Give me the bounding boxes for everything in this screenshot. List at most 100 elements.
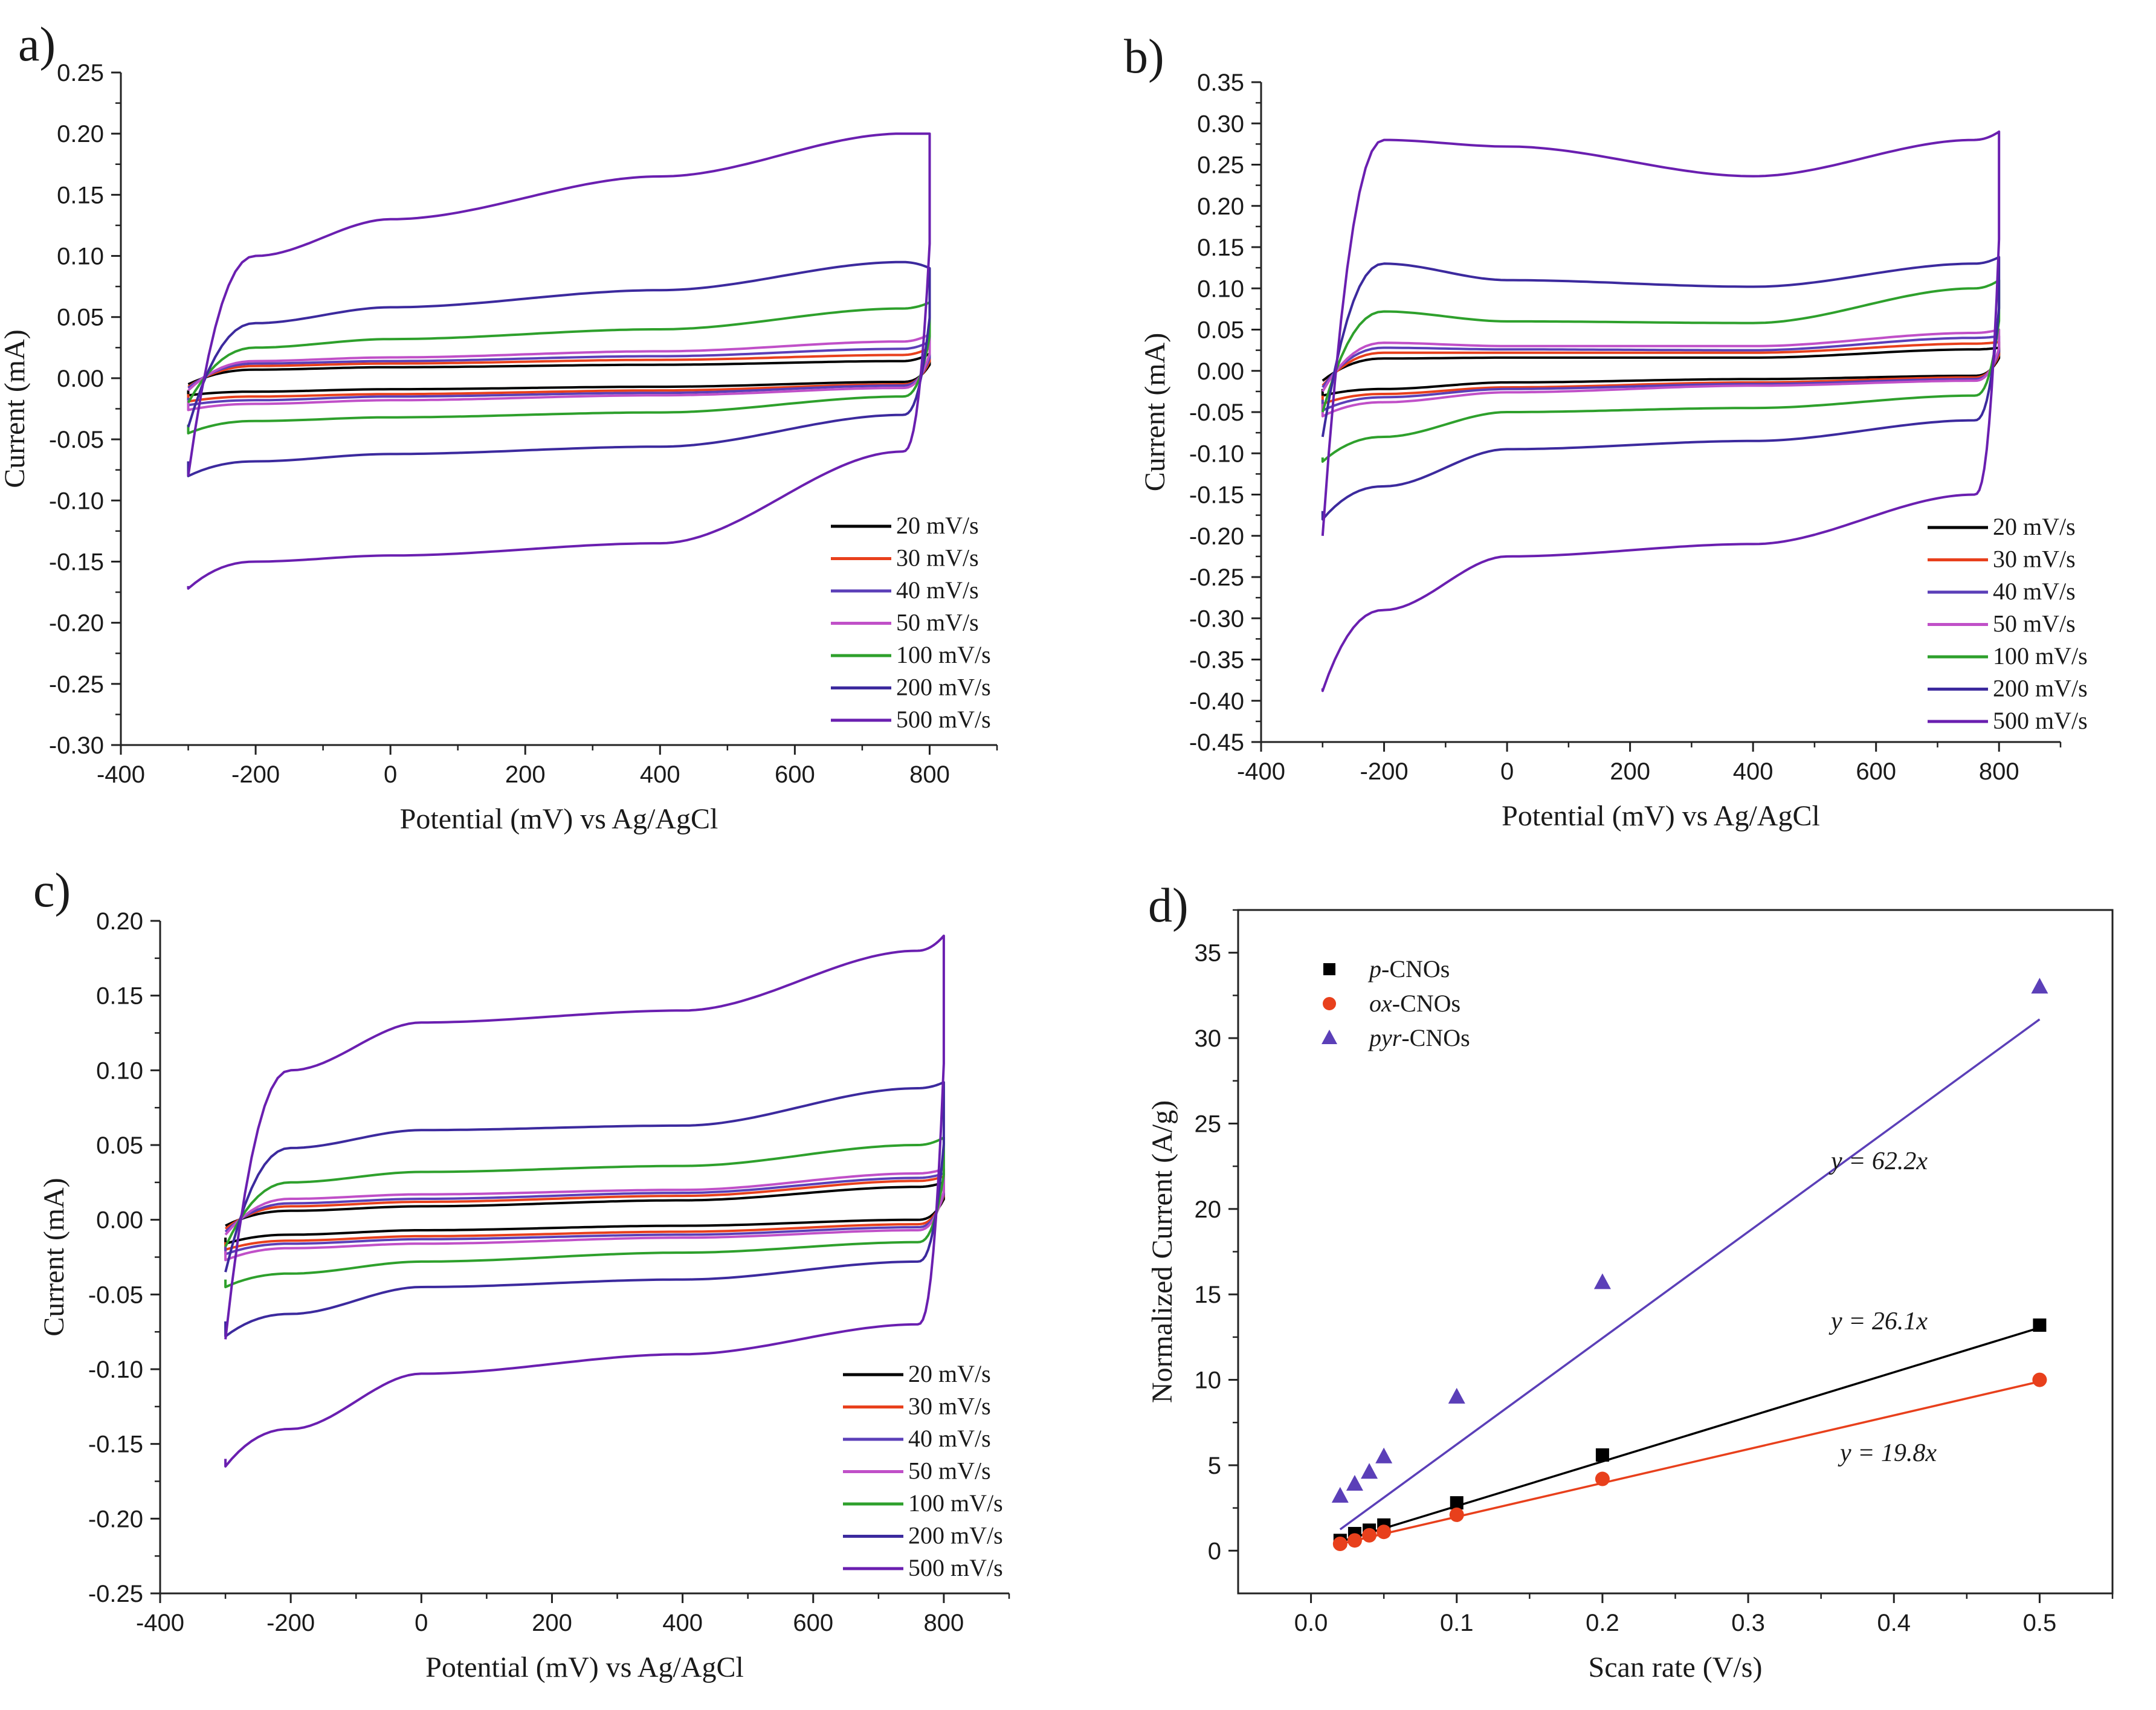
panel-label: b)	[1124, 30, 1164, 83]
x-tick-label: 0.3	[1731, 1610, 1765, 1636]
legend-label: ox-CNOs	[1369, 990, 1460, 1017]
x-tick-label: -400	[1237, 758, 1285, 785]
data-point	[1362, 1528, 1377, 1543]
legend-marker	[1322, 1030, 1337, 1044]
legend-label: 50 mV/s	[908, 1457, 991, 1485]
y-tick-label: 0.20	[1197, 193, 1244, 220]
y-tick-label: -0.20	[88, 1506, 143, 1532]
cv-curve-20-mvs	[187, 352, 931, 397]
legend-label: 100 mV/s	[1993, 642, 2088, 669]
cv-curve-40-mvs	[187, 340, 931, 407]
legend-label: 500 mV/s	[896, 706, 991, 733]
x-axis-title: Potential (mV) vs Ag/AgCl	[425, 1651, 744, 1683]
legend-label-suffix: -CNOs	[1401, 1024, 1470, 1051]
y-tick-label: 0.10	[96, 1057, 143, 1084]
y-tick-label: -0.10	[49, 488, 104, 514]
x-axis-title: Potential (mV) vs Ag/AgCl	[1502, 800, 1820, 832]
cv-curve-50-mvs	[1321, 328, 2001, 418]
data-point	[1346, 1475, 1363, 1491]
cv-curve-50-mvs	[224, 1167, 945, 1262]
legend-label: 40 mV/s	[896, 576, 979, 604]
cv-curve-200-mvs	[187, 260, 931, 477]
legend-label: 50 mV/s	[1993, 610, 2076, 637]
fit-equation: y = 62.2x	[1828, 1147, 1928, 1175]
y-tick-label: 35	[1195, 940, 1222, 967]
legend-label: 500 mV/s	[1993, 707, 2088, 734]
y-tick-label: -0.30	[49, 732, 104, 759]
x-tick-label: 200	[505, 761, 546, 788]
x-tick-label: -200	[266, 1610, 315, 1636]
legend-label: 30 mV/s	[908, 1393, 991, 1420]
legend-label: 50 mV/s	[896, 609, 979, 636]
y-tick-label: -0.05	[49, 427, 104, 453]
cv-curve-100-mvs	[1321, 279, 2001, 463]
x-tick-label: -200	[1360, 758, 1409, 785]
y-tick-label: -0.25	[1189, 564, 1244, 591]
legend-label: 500 mV/s	[908, 1554, 1003, 1581]
x-tick-label: 0.0	[1294, 1610, 1328, 1636]
y-axis-title: Current (mA)	[1139, 333, 1171, 492]
cv-curve-200-mvs	[224, 1081, 945, 1338]
fit-equation: y = 26.1x	[1828, 1308, 1928, 1335]
legend-label: 20 mV/s	[896, 512, 979, 539]
legend-label: 100 mV/s	[896, 641, 991, 668]
y-tick-label: 0.05	[1197, 317, 1244, 344]
y-tick-label: 0.05	[96, 1132, 143, 1159]
x-tick-label: 0	[384, 761, 397, 788]
y-tick-label: 0.15	[1197, 234, 1244, 261]
legend-label: 200 mV/s	[896, 674, 991, 701]
x-tick-label: 0.4	[1877, 1610, 1911, 1636]
legend: 20 mV/s 30 mV/s 40 mV/s 50 mV/s 100 mV/s 200 …	[1928, 513, 2088, 734]
panel-label: a)	[18, 18, 56, 71]
y-tick-label: 20	[1195, 1196, 1222, 1223]
y-tick-label: 0.20	[96, 908, 143, 935]
y-tick-label: 0.25	[1197, 152, 1244, 179]
y-tick-label: -0.10	[1189, 440, 1244, 467]
y-tick-label: -0.40	[1189, 688, 1244, 715]
y-tick-label: -0.05	[88, 1282, 143, 1308]
y-tick-label: 15	[1195, 1282, 1222, 1308]
legend: 20 mV/s 30 mV/s 40 mV/s 50 mV/s 100 mV/s 200 …	[843, 1360, 1003, 1581]
data-point	[1361, 1463, 1378, 1479]
cv-curve-20-mvs	[1321, 346, 2001, 397]
legend-label: 30 mV/s	[1993, 546, 2076, 573]
data-point	[1449, 1507, 1464, 1522]
data-point	[1347, 1533, 1362, 1548]
cv-curve-500-mvs	[187, 132, 931, 590]
legend-label: 20 mV/s	[1993, 513, 2076, 540]
x-tick-label: 400	[1733, 758, 1774, 785]
chart-panel-c: c) -400 -200 0 200 400 600 800 -0.25 -0.20 -0.15 -0…	[33, 864, 1010, 1683]
data-point	[2032, 1372, 2047, 1387]
chart-panel-a: a) -400 -200 0 200 400 600 800 -0.30 -0.25 -0.20 -0…	[0, 18, 998, 835]
panel-label: c)	[33, 864, 71, 917]
data-point	[1331, 1486, 1349, 1503]
data-point	[1595, 1448, 1609, 1462]
x-tick-label: 0	[415, 1610, 428, 1636]
data-point	[2031, 978, 2048, 994]
x-tick-label: 400	[640, 761, 680, 788]
y-tick-label: 0.00	[96, 1207, 143, 1234]
legend-label: 30 mV/s	[896, 544, 979, 572]
legend-label: 40 mV/s	[908, 1425, 991, 1452]
y-tick-label: 0.35	[1197, 69, 1244, 96]
y-tick-label: 30	[1195, 1025, 1222, 1052]
y-tick-label: 0.30	[1197, 111, 1244, 137]
data-point	[1377, 1524, 1392, 1540]
y-tick-label: -0.15	[1189, 482, 1244, 509]
legend: 20 mV/s 30 mV/s 40 mV/s 50 mV/s 100 mV/s 200 …	[831, 512, 991, 733]
cv-curve-50-mvs	[187, 333, 931, 411]
data-point	[1593, 1273, 1611, 1289]
y-tick-label: -0.35	[1189, 647, 1244, 674]
y-tick-label: 0.05	[57, 305, 104, 331]
y-tick-label: 10	[1195, 1367, 1222, 1394]
legend-label: p-CNOs	[1367, 955, 1450, 982]
y-tick-label: 0.00	[57, 366, 104, 392]
legend-label-prefix: ox	[1369, 990, 1392, 1017]
y-tick-label: 0.20	[57, 121, 104, 147]
x-tick-label: 800	[909, 761, 950, 788]
x-tick-label: 600	[793, 1610, 833, 1636]
x-tick-label: 0.1	[1440, 1610, 1474, 1636]
data-point	[1448, 1387, 1465, 1404]
y-tick-label: 5	[1208, 1453, 1221, 1479]
cv-curve-20-mvs	[224, 1181, 945, 1245]
